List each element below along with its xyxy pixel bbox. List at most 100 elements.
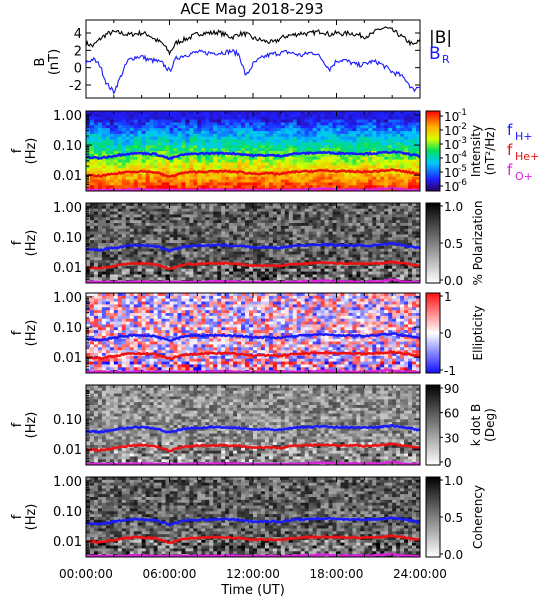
freq-line-H bbox=[85, 423, 421, 435]
y-tick-label: 0.01 bbox=[53, 443, 82, 458]
x-tick-label: 24:00:00 bbox=[393, 567, 447, 581]
freq-line-He bbox=[85, 260, 421, 271]
colorbar-kdotb bbox=[425, 384, 441, 466]
ion-labels: f H+ f He+ f O+ bbox=[507, 121, 539, 183]
legend-bmag: |B| bbox=[429, 28, 452, 48]
colorbar-tick-exp: -1 bbox=[458, 108, 467, 118]
label-fO-f: f bbox=[507, 161, 513, 179]
freq-line-H bbox=[85, 332, 421, 342]
colorbar-title: Intensity bbox=[469, 125, 483, 177]
panel-ylabel: f bbox=[10, 422, 25, 427]
colorbar-tick-label: 90 bbox=[444, 382, 459, 396]
label-fH: H+ bbox=[515, 130, 533, 143]
panel-intensity-image bbox=[86, 111, 421, 192]
colorbar-tick-label: -1 bbox=[444, 364, 456, 378]
y-tick-label: 4 bbox=[74, 27, 82, 42]
top-ylabel: B bbox=[33, 58, 48, 67]
colorbar-title: Coherency bbox=[471, 485, 485, 549]
label-fHe-f: f bbox=[507, 141, 513, 159]
panel-polarization-image bbox=[86, 203, 421, 284]
top-panel: 4 2 0 -2 B (nT) |B| B R bbox=[33, 19, 452, 99]
x-tick-label: 12:00:00 bbox=[226, 567, 280, 581]
y-tick-label: 1.00 bbox=[53, 109, 82, 124]
top-yunit: (nT) bbox=[47, 49, 62, 75]
colorbar-title: Ellipticity bbox=[471, 306, 485, 361]
colorbar-tick-label: 10 bbox=[444, 166, 459, 180]
colorbar-polarization bbox=[425, 202, 441, 284]
x-tick-label: 06:00:00 bbox=[143, 567, 197, 581]
colorbar-unit: (Deg) bbox=[483, 408, 497, 442]
y-tick-label: 2 bbox=[74, 44, 82, 59]
panel-kdotb-image bbox=[86, 385, 421, 466]
top-panel-frame bbox=[85, 19, 421, 99]
colorbar-tick-label: 10 bbox=[444, 110, 459, 124]
x-tick-label: 18:00:00 bbox=[310, 567, 364, 581]
y-tick-label: 0.10 bbox=[53, 505, 82, 520]
colorbar-tick-label: 0.5 bbox=[444, 511, 463, 525]
y-tick-label: 0.01 bbox=[53, 261, 82, 276]
colorbar-title: % Polarization bbox=[471, 201, 485, 286]
colorbar-tick-label: 10 bbox=[444, 180, 459, 194]
colorbar-tick-label: 0 bbox=[444, 456, 452, 470]
panel-kdotb: 0.10 0.01 f (Hz) 90 60 30 0 k dot B (Deg) bbox=[10, 382, 497, 470]
colorbar-tick-label: 10 bbox=[444, 124, 459, 138]
panel-ellipticity-image bbox=[86, 293, 421, 374]
series-line-BR bbox=[85, 48, 421, 96]
colorbar-tick-label: 1.0 bbox=[444, 474, 463, 488]
y-tick-label: 1.00 bbox=[53, 201, 82, 216]
freq-line-H bbox=[85, 242, 421, 254]
panel-intensity: 1.000.100.01f (Hz)10-110-210-310-410-510-… bbox=[10, 108, 497, 194]
panel-ylabel: f bbox=[10, 330, 25, 335]
x-axis-label: Time (UT) bbox=[220, 583, 285, 598]
colorbar-tick-label: 30 bbox=[444, 431, 459, 445]
panel-yunit: (Hz) bbox=[24, 230, 39, 257]
colorbar-tick-label: 60 bbox=[444, 407, 459, 421]
panel-ylabel: f bbox=[10, 240, 25, 245]
y-tick-label: 0.01 bbox=[53, 535, 82, 550]
top-panel-lines bbox=[85, 26, 421, 96]
colorbar-tick-label: 10 bbox=[444, 138, 459, 152]
x-tick-label: 00:00:00 bbox=[59, 567, 113, 581]
y-tick-label: -2 bbox=[69, 79, 82, 94]
y-tick-label: 0 bbox=[74, 62, 82, 77]
colorbar-tick-label: 0.5 bbox=[444, 237, 463, 251]
colorbar-title: k dot B bbox=[469, 404, 483, 446]
panel-yunit: (Hz) bbox=[24, 504, 39, 531]
freq-line-He bbox=[85, 349, 421, 360]
panel-yunit: (Hz) bbox=[24, 412, 39, 439]
spectrogram-panels: 1.000.100.01f (Hz)10-110-210-310-410-510-… bbox=[10, 108, 497, 562]
colorbar-tick-label: 0.0 bbox=[444, 274, 463, 288]
panel-polarization: 1.00 0.10 0.01 f (Hz) 1.0 0.5 0.0 % Polarization bbox=[10, 200, 485, 288]
colorbar-tick-exp: -6 bbox=[458, 178, 467, 188]
x-axis-ticks: 00:00:00 06:00:00 12:00:00 18:00:00 24:00:00 bbox=[59, 567, 447, 581]
colorbar-intensity bbox=[425, 110, 441, 192]
panel-yunit: (Hz) bbox=[24, 138, 39, 165]
legend-br: B bbox=[429, 44, 441, 64]
y-tick-label: 1.00 bbox=[53, 291, 82, 306]
colorbar-tick-label: 0.0 bbox=[444, 548, 463, 562]
y-tick-label: 0.10 bbox=[53, 231, 82, 246]
y-tick-label: 0.10 bbox=[53, 139, 82, 154]
chart-title: ACE Mag 2018-293 bbox=[180, 0, 323, 18]
y-tick-label: 0.01 bbox=[53, 351, 82, 366]
freq-line-He bbox=[85, 442, 421, 453]
freq-line-He bbox=[85, 533, 421, 545]
panel-coherency-image bbox=[86, 477, 421, 558]
colorbar-tick-exp: -2 bbox=[458, 122, 467, 132]
y-tick-label: 0.01 bbox=[53, 169, 82, 184]
y-tick-label: 1.00 bbox=[53, 475, 82, 490]
colorbar-tick-exp: -3 bbox=[458, 136, 467, 146]
freq-line-H bbox=[85, 149, 420, 161]
colorbar-tick-label: 1 bbox=[444, 290, 452, 304]
colorbar-tick-label: 1.0 bbox=[444, 200, 463, 214]
colorbar-tick-label: 0 bbox=[444, 327, 452, 341]
label-fO: O+ bbox=[515, 170, 533, 183]
y-tick-label: 0.10 bbox=[53, 413, 82, 428]
label-fH-f: f bbox=[507, 121, 513, 139]
panel-ylabel: f bbox=[10, 148, 25, 153]
panel-coherency: 1.00 0.10 0.01 f (Hz) 1.0 0.5 0.0 Coherency bbox=[10, 474, 485, 562]
legend-br-sub: R bbox=[442, 53, 450, 66]
colorbar-tick-label: 10 bbox=[444, 152, 459, 166]
label-fHe: He+ bbox=[515, 150, 539, 163]
